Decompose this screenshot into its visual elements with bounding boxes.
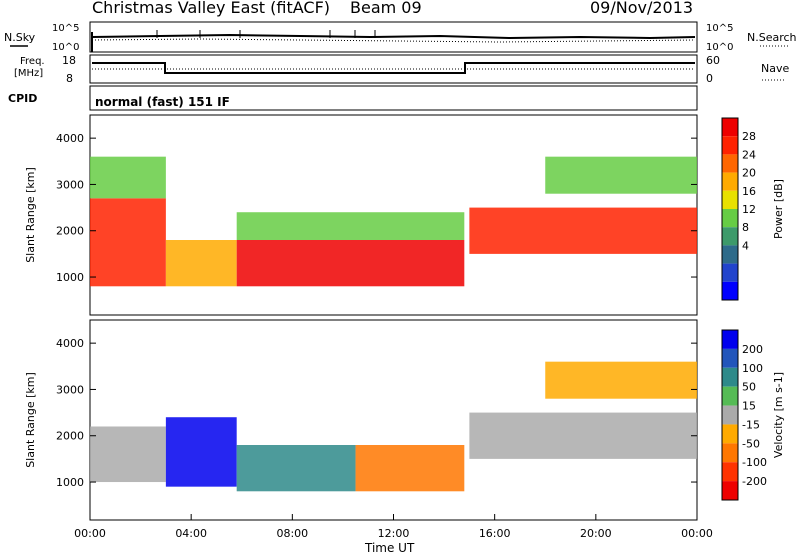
noise-panel-frame	[89, 21, 698, 53]
time-axis: 00:00 04:00 08:00 12:00 16:00 20:00 00:00	[74, 514, 713, 540]
velocity-data-cell	[90, 426, 166, 483]
velocity-colorbar-swatch	[722, 424, 738, 444]
power-colorbar-swatch	[722, 227, 738, 246]
power-y-tick-label: 2000	[56, 225, 84, 238]
beam-label: Beam 09	[350, 0, 422, 17]
power-y-tick-label: 4000	[56, 132, 84, 145]
power-colorbar-tick-label: 8	[742, 221, 749, 234]
power-data-cell	[545, 156, 697, 194]
power-data-cell	[236, 240, 465, 287]
velocity-colorbar-tick-label: 200	[742, 343, 763, 356]
power-y-tick-label: 3000	[56, 178, 84, 191]
power-colorbar: 28 24 20 16 12 8 4 Power [dB]	[721, 117, 785, 301]
velocity-y-tick-label: 2000	[56, 430, 84, 443]
cpid-panel-frame	[89, 85, 698, 111]
nsky-trace	[91, 33, 696, 40]
velocity-data-cell	[236, 445, 356, 492]
x-tick-label: 00:00	[681, 527, 713, 540]
velocity-colorbar-frame	[721, 329, 739, 501]
nsky-label: N.Sky	[4, 31, 36, 44]
x-tick-label: 12:00	[378, 527, 410, 540]
power-colorbar-tick-label: 4	[742, 239, 749, 252]
velocity-colorbar-swatch	[722, 462, 738, 482]
power-colorbar-swatch	[722, 136, 738, 155]
nave-label: Nave	[761, 62, 789, 75]
freq-tick-left-top: 18	[62, 54, 76, 67]
power-colorbar-tick-label: 12	[742, 203, 756, 216]
freq-label: Freq.	[20, 56, 45, 67]
power-colorbar-frame	[721, 117, 739, 301]
noise-tick-left-top: 10^5	[52, 23, 79, 34]
power-data-cell	[469, 207, 697, 254]
power-y-tick-label: 1000	[56, 271, 84, 284]
power-y-axis-label: Slant Range [km]	[24, 167, 37, 263]
freq-tick-left-bottom: 8	[66, 72, 73, 85]
power-data-cell	[90, 198, 166, 287]
x-tick-label: 08:00	[276, 527, 308, 540]
power-data-cell	[165, 240, 237, 287]
power-colorbar-tick-label: 24	[742, 148, 756, 161]
power-colorbar-swatch	[722, 190, 738, 209]
velocity-data-cell	[545, 361, 697, 399]
velocity-y-axis-label: Slant Range [km]	[24, 372, 37, 468]
velocity-y-tick-label: 3000	[56, 383, 84, 396]
date-label: 09/Nov/2013	[590, 0, 693, 17]
velocity-colorbar-tick-label: -200	[742, 475, 767, 488]
velocity-colorbar-swatch	[722, 367, 738, 387]
freq-trace	[92, 62, 695, 74]
velocity-colorbar: 200 100 50 15 -15 -50 -100 -200 Velocity [m s-1]	[721, 329, 785, 501]
x-axis-label: Time UT	[364, 541, 415, 554]
velocity-colorbar-tick-label: 15	[742, 400, 756, 413]
x-tick-label: 00:00	[74, 527, 106, 540]
power-colorbar-tick-label: 16	[742, 185, 756, 198]
power-panel: 1000 2000 3000 4000 Slant Range [km]	[24, 114, 698, 316]
power-colorbar-swatch	[722, 281, 738, 300]
velocity-colorbar-swatch	[722, 481, 738, 500]
power-colorbar-swatch	[722, 245, 738, 264]
station-title: Christmas Valley East (fitACF)	[92, 0, 330, 17]
velocity-y-tick-label: 1000	[56, 476, 84, 489]
power-data-cell	[90, 156, 166, 199]
noise-tick-right-top: 10^5	[706, 23, 733, 34]
velocity-colorbar-tick-label: -100	[742, 456, 767, 469]
power-colorbar-tick-label: 20	[742, 167, 756, 180]
cpid-mode: normal (fast) 151 IF	[95, 95, 230, 109]
freq-unit-label: [MHz]	[14, 68, 43, 79]
x-tick-label: 16:00	[479, 527, 511, 540]
nsearch-label: N.Search	[747, 31, 797, 44]
power-colorbar-swatch	[722, 172, 738, 191]
power-colorbar-swatch	[722, 209, 738, 228]
velocity-colorbar-label: Velocity [m s-1]	[772, 372, 785, 458]
power-colorbar-label: Power [dB]	[772, 179, 785, 239]
freq-tick-right-top: 60	[706, 54, 720, 67]
velocity-panel: 1000 2000 3000 4000 Slant Range [km]	[24, 319, 698, 521]
noise-tick-left-bottom: 10^0	[52, 42, 79, 53]
velocity-y-tick-label: 4000	[56, 337, 84, 350]
freq-panel-frame	[89, 54, 698, 84]
cpid-label: CPID	[8, 92, 37, 105]
power-colorbar-swatch	[722, 263, 738, 282]
velocity-data-cell	[469, 412, 697, 459]
velocity-colorbar-tick-label: 50	[742, 381, 756, 394]
velocity-colorbar-tick-label: -50	[742, 437, 760, 450]
power-colorbar-swatch	[722, 154, 738, 173]
power-data-cell	[236, 212, 465, 240]
velocity-colorbar-tick-label: 100	[742, 362, 763, 375]
nsearch-trace	[91, 38, 696, 43]
power-colorbar-swatch	[722, 118, 738, 137]
x-tick-label: 04:00	[175, 527, 207, 540]
velocity-colorbar-swatch	[722, 348, 738, 368]
velocity-colorbar-swatch	[722, 443, 738, 463]
noise-tick-right-bottom: 10^0	[706, 42, 733, 53]
velocity-data-cell	[355, 445, 465, 492]
velocity-colorbar-tick-label: -15	[742, 418, 760, 431]
velocity-colorbar-swatch	[722, 330, 738, 349]
freq-tick-right-bottom: 0	[706, 72, 713, 85]
velocity-colorbar-swatch	[722, 386, 738, 406]
power-colorbar-tick-label: 28	[742, 130, 756, 143]
velocity-colorbar-swatch	[722, 405, 738, 425]
x-tick-label: 20:00	[580, 527, 612, 540]
velocity-data-cell	[165, 417, 237, 487]
